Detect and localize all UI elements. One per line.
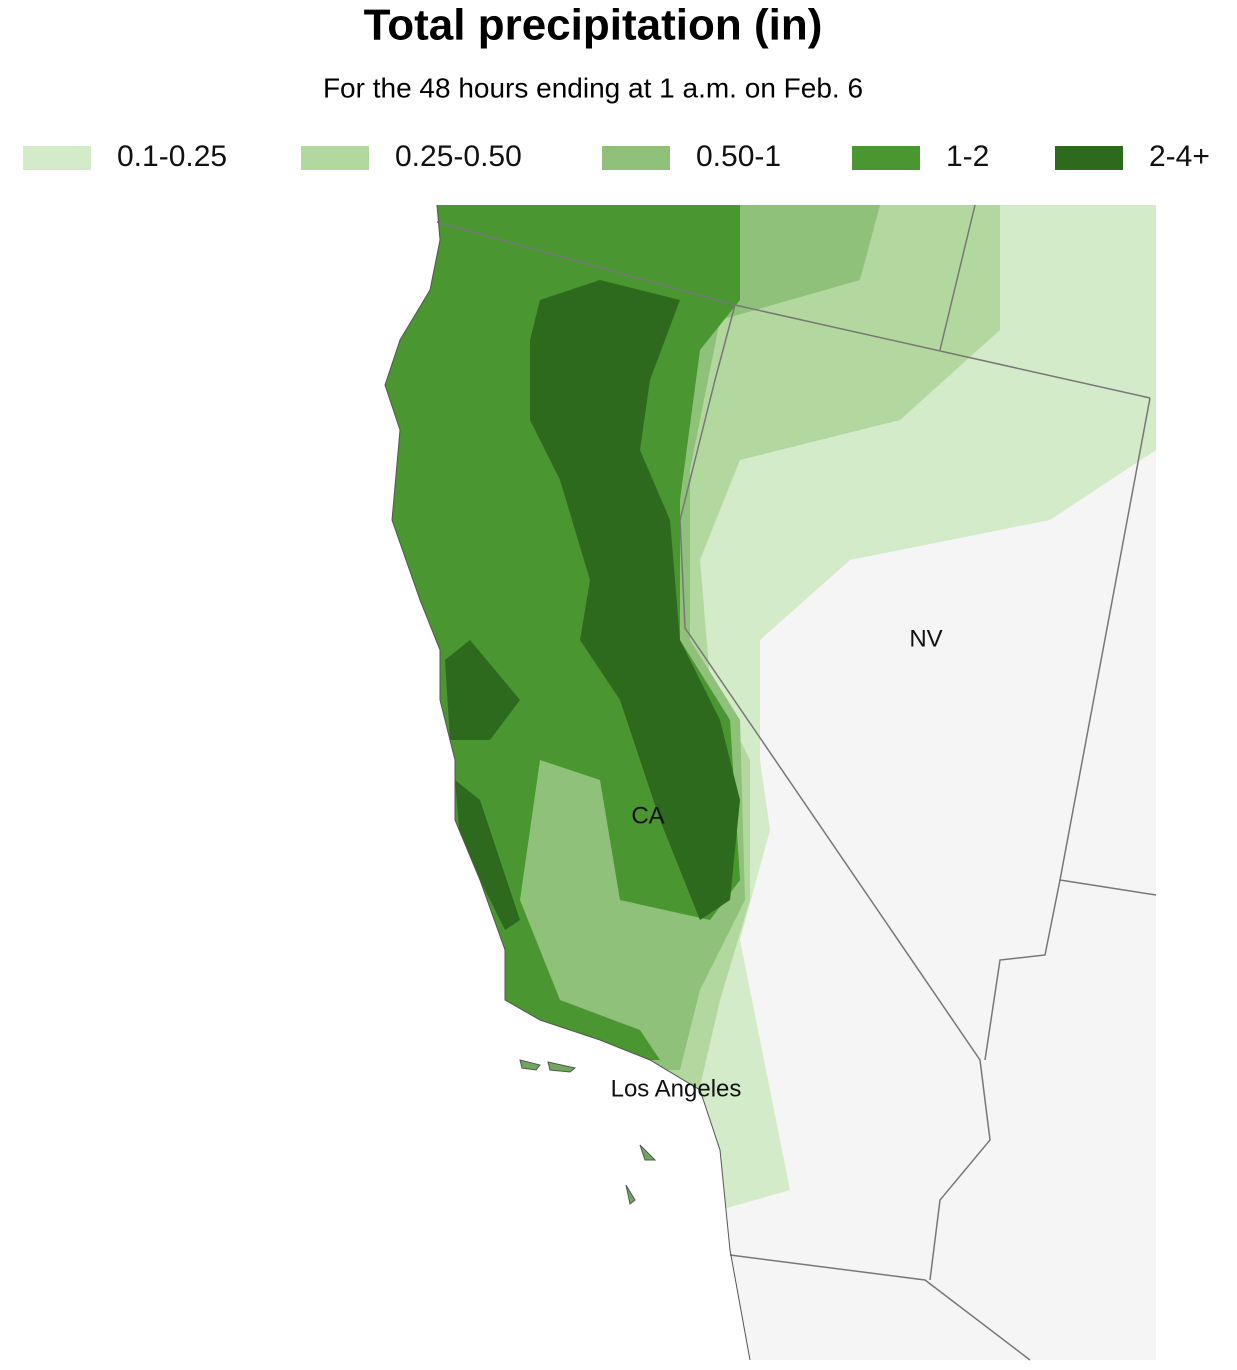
precip-zone [530, 280, 740, 920]
state-label: NV [909, 625, 942, 652]
state-border [984, 879, 1061, 1061]
island [639, 1144, 657, 1161]
precip-zones [385, 205, 1156, 1210]
legend-label: 0.25-0.50 [395, 140, 522, 173]
legend-swatch [23, 146, 91, 170]
precip-zone [455, 780, 520, 930]
city-label: Los Angeles [611, 1075, 742, 1102]
legend-label: 0.1-0.25 [117, 140, 227, 173]
coastline [384, 204, 751, 1361]
island [519, 1059, 541, 1071]
legend-label: 1-2 [946, 140, 989, 173]
title: Total precipitation (in) [364, 1, 823, 50]
precip-zone [445, 640, 520, 740]
subtitle: For the 48 hours ending at 1 a.m. on Feb… [323, 72, 863, 103]
legend-label: 2-4+ [1149, 140, 1210, 173]
legend-swatch [602, 146, 670, 170]
legend: 0.1-0.25 0.25-0.50 0.50-1 1-2 2-4+ [23, 140, 1210, 173]
legend-swatch [301, 146, 369, 170]
state-border [939, 204, 976, 351]
state-border [679, 304, 991, 1281]
legend-swatch [1055, 146, 1123, 170]
legend-label: 0.50-1 [696, 140, 781, 173]
country-border [729, 1254, 1031, 1361]
map-labels: NV CA Los Angeles [611, 625, 943, 1102]
island [547, 1061, 577, 1073]
map [385, 205, 1156, 1360]
island [625, 1184, 636, 1205]
borders [384, 204, 1157, 1361]
islands [519, 1059, 657, 1205]
legend-swatch [852, 146, 920, 170]
state-label: CA [631, 802, 664, 829]
